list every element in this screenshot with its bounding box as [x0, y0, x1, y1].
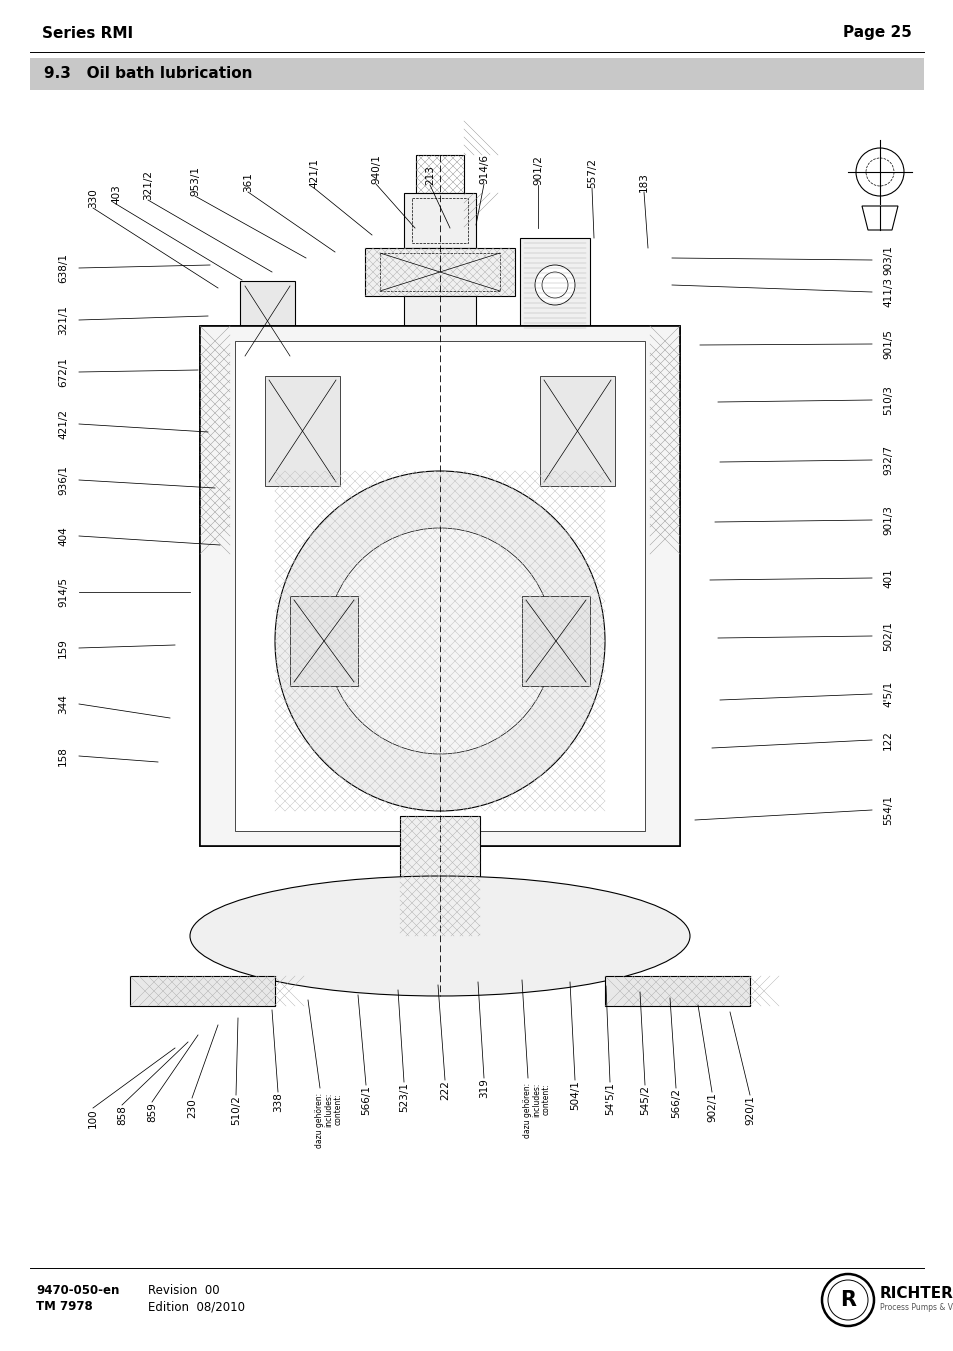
- Text: TM 7978: TM 7978: [36, 1300, 92, 1313]
- Text: 672/1: 672/1: [58, 357, 68, 386]
- Text: 859: 859: [147, 1102, 157, 1121]
- Text: RICHTER: RICHTER: [879, 1286, 953, 1301]
- Text: content:: content:: [541, 1084, 550, 1115]
- Text: 557/2: 557/2: [586, 158, 597, 188]
- Text: 4'5/1: 4'5/1: [882, 681, 892, 707]
- Text: 914/5: 914/5: [58, 577, 68, 607]
- Text: 901/5: 901/5: [882, 330, 892, 359]
- Text: content:: content:: [334, 1093, 342, 1125]
- Text: 566/1: 566/1: [360, 1085, 371, 1115]
- Text: 158: 158: [58, 746, 68, 766]
- Text: 9.3   Oil bath lubrication: 9.3 Oil bath lubrication: [44, 66, 253, 81]
- Bar: [399, 816, 479, 936]
- Text: includes:: includes:: [324, 1093, 334, 1127]
- Text: 319: 319: [478, 1078, 489, 1098]
- Text: 901/2: 901/2: [533, 155, 542, 185]
- Bar: [200, 326, 679, 846]
- Text: 920/1: 920/1: [744, 1096, 754, 1125]
- Bar: [379, 253, 499, 290]
- Bar: [412, 199, 468, 243]
- FancyBboxPatch shape: [200, 326, 679, 846]
- Text: 638/1: 638/1: [58, 253, 68, 282]
- Circle shape: [327, 528, 553, 754]
- Text: 858: 858: [117, 1105, 127, 1125]
- Text: 9470-050-en: 9470-050-en: [36, 1283, 119, 1297]
- Text: 936/1: 936/1: [58, 465, 68, 494]
- Ellipse shape: [190, 875, 689, 996]
- Bar: [521, 596, 589, 686]
- Text: Series RMI: Series RMI: [42, 26, 133, 41]
- Text: 338: 338: [273, 1092, 283, 1112]
- Text: 122: 122: [882, 730, 892, 750]
- Text: 953/1: 953/1: [190, 166, 200, 196]
- Text: 213: 213: [424, 165, 435, 185]
- Text: 411/3: 411/3: [882, 277, 892, 307]
- Text: 344: 344: [58, 694, 68, 713]
- Bar: [365, 249, 515, 296]
- Circle shape: [541, 272, 567, 299]
- Bar: [539, 376, 615, 486]
- Text: 510/3: 510/3: [882, 385, 892, 415]
- Circle shape: [827, 1279, 867, 1320]
- Text: 901/3: 901/3: [882, 505, 892, 535]
- Circle shape: [821, 1274, 873, 1325]
- Bar: [265, 376, 339, 486]
- Text: Edition  08/2010: Edition 08/2010: [148, 1300, 245, 1313]
- Bar: [290, 596, 357, 686]
- Bar: [240, 281, 294, 361]
- Text: 159: 159: [58, 638, 68, 658]
- Text: 230: 230: [187, 1098, 196, 1117]
- Text: dazu gehören:: dazu gehören:: [315, 1093, 324, 1148]
- Bar: [403, 296, 476, 326]
- Text: 421/2: 421/2: [58, 409, 68, 439]
- Text: dazu gehören:: dazu gehören:: [523, 1084, 532, 1138]
- Text: 403: 403: [111, 184, 121, 204]
- Text: 321/2: 321/2: [143, 170, 152, 200]
- Bar: [403, 193, 476, 249]
- Bar: [30, 58, 923, 91]
- Text: 510/2: 510/2: [231, 1096, 241, 1125]
- Bar: [234, 340, 644, 831]
- Text: 361: 361: [243, 172, 253, 192]
- Text: 222: 222: [439, 1079, 450, 1100]
- Text: R: R: [840, 1290, 855, 1310]
- Text: Page 25: Page 25: [842, 26, 911, 41]
- Text: Process Pumps & Valves: Process Pumps & Valves: [879, 1302, 953, 1312]
- Text: 566/2: 566/2: [670, 1088, 680, 1119]
- Bar: [604, 975, 749, 1006]
- Text: 54'5/1: 54'5/1: [604, 1082, 615, 1115]
- Bar: [130, 975, 274, 1006]
- Text: 523/1: 523/1: [398, 1082, 409, 1112]
- Text: 545/2: 545/2: [639, 1085, 649, 1115]
- Text: 421/1: 421/1: [309, 158, 318, 188]
- Text: 401: 401: [882, 569, 892, 588]
- Text: 903/1: 903/1: [882, 245, 892, 276]
- Text: 183: 183: [639, 172, 648, 192]
- Text: 554/1: 554/1: [882, 794, 892, 825]
- Text: 902/1: 902/1: [706, 1092, 717, 1121]
- Ellipse shape: [274, 471, 604, 811]
- Text: 330: 330: [88, 188, 98, 208]
- Bar: [519, 238, 589, 332]
- Text: Revision  00: Revision 00: [148, 1283, 219, 1297]
- Text: 502/1: 502/1: [882, 621, 892, 651]
- Text: 940/1: 940/1: [371, 154, 380, 184]
- Text: 100: 100: [88, 1108, 98, 1128]
- Text: 504/1: 504/1: [569, 1079, 579, 1111]
- Text: 932/7: 932/7: [882, 444, 892, 476]
- Bar: [416, 155, 463, 193]
- Text: 914/6: 914/6: [478, 154, 489, 184]
- Text: 404: 404: [58, 526, 68, 546]
- Text: 321/1: 321/1: [58, 305, 68, 335]
- Circle shape: [535, 265, 575, 305]
- Text: includes:: includes:: [532, 1084, 541, 1117]
